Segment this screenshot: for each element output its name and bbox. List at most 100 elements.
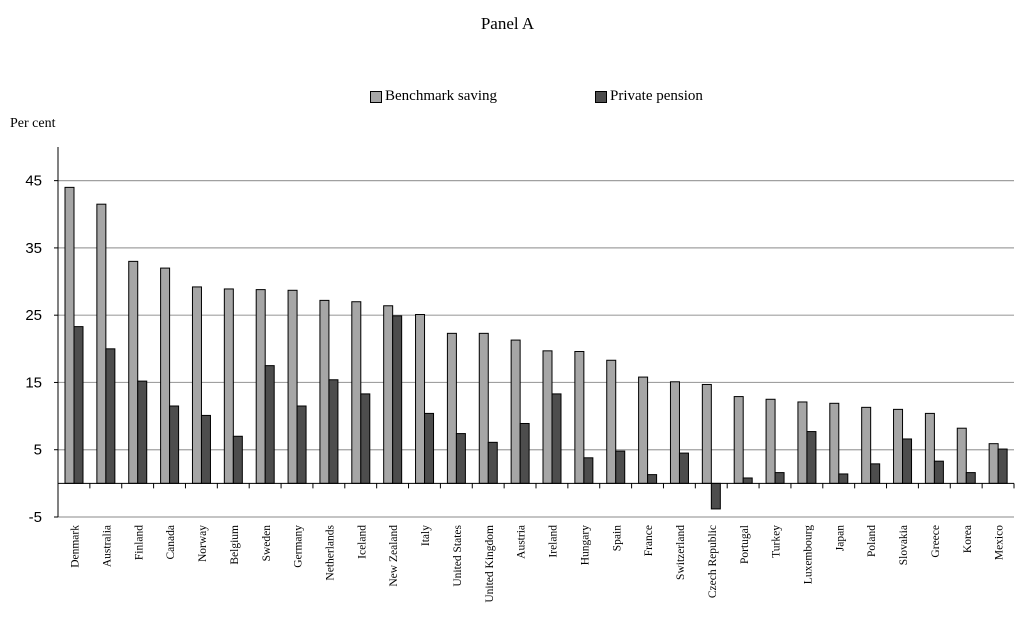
x-tick-label: Hungary [579,525,591,565]
bar-private-pension [328,379,339,484]
bar-benchmark-saving [733,396,744,484]
bar-benchmark-saving [478,332,489,484]
x-tick-label: United States [452,524,464,586]
bar-private-pension [902,438,913,484]
bar-private-pension [232,435,243,484]
x-tick-label: Japan [834,525,846,551]
bar-private-pension [615,450,626,484]
x-tick-label: Portugal [739,525,751,564]
legend: Benchmark saving Private pension [0,88,1015,108]
bar-private-pension [742,477,753,484]
bar-benchmark-saving [383,305,394,484]
x-tick-label: Italy [420,525,432,546]
x-tick-label: Luxembourg [803,525,815,584]
x-tick-label: Spain [611,525,623,551]
chart-title: Panel A [480,14,535,33]
bar-private-pension [710,482,721,510]
bar-benchmark-saving [96,203,107,484]
bar-private-pension [392,315,403,484]
x-tick-label: Mexico [994,525,1006,560]
legend-swatch-pension [595,90,607,103]
bar-benchmark-saving [128,260,139,484]
x-tick-label: Switzerland [675,525,687,580]
bar-benchmark-saving [701,383,712,484]
bar-benchmark-saving [319,299,330,484]
x-tick-label: United Kingdom [484,525,496,603]
bar-benchmark-saving [861,406,872,484]
y-tick-label: 5 [34,442,42,459]
x-tick-label: Australia [101,525,113,567]
bar-benchmark-saving [829,402,840,484]
bar-benchmark-saving [956,427,967,484]
legend-label-benchmark: Benchmark saving [385,88,498,104]
axes [54,147,1015,518]
legend-item-pension: Private pension [595,88,703,105]
bar-private-pension [551,393,562,484]
y-axis-label: Per cent [10,116,56,131]
bar-private-pension [965,472,976,484]
bar-benchmark-saving [638,376,649,484]
bar-private-pension [455,433,466,484]
bar-private-pension [360,393,371,484]
bar-benchmark-saving [893,408,904,484]
x-tick-label: Germany [293,525,305,568]
bar-private-pension [73,326,84,484]
x-tick-label: Slovakia [898,525,910,565]
bar-benchmark-saving [287,289,298,484]
bar-benchmark-saving [988,443,999,484]
gridlines [58,180,1014,518]
bar-private-pension [487,441,498,484]
x-tick-label: Sweden [261,525,273,562]
bar-private-pension [519,422,530,484]
y-tick-label: 15 [25,374,42,391]
bar-benchmark-saving [924,412,935,484]
legend-swatch-benchmark [370,90,382,103]
bar-benchmark-saving [160,267,171,484]
x-tick-label: France [643,525,655,556]
bar-benchmark-saving [64,186,75,484]
bar-benchmark-saving [255,289,266,484]
bar-private-pension [105,348,116,484]
bar-benchmark-saving [574,351,585,484]
bar-private-pension [264,365,275,484]
x-tick-label: New Zealand [388,525,400,587]
y-tick-label: 45 [25,173,42,190]
x-tick-labels: Denmark Australia Finland Canada Norway Belgi… [70,524,1006,602]
bar-private-pension [870,463,881,484]
y-tick-label: 25 [25,307,42,324]
x-tick-label: Belgium [229,525,241,565]
bar-private-pension [647,474,658,484]
legend-label-pension: Private pension [610,88,703,104]
x-tick-label: Turkey [771,525,783,558]
x-tick-label: Greece [930,525,942,558]
x-tick-label: Ireland [548,525,560,558]
x-tick-label: Norway [197,525,209,562]
x-tick-label: Korea [962,525,974,553]
bar-private-pension [424,412,435,484]
y-tick-labels: -5 5 15 25 35 45 [25,173,42,526]
bar-benchmark-saving [669,381,680,484]
bar-private-pension [838,473,849,484]
bar-private-pension [997,448,1008,484]
bar-private-pension [678,452,689,484]
y-tick-label: 35 [25,240,42,257]
bar-private-pension [137,380,148,484]
x-tick-label: Finland [133,525,145,560]
bar-private-pension [200,414,211,484]
bar-benchmark-saving [606,359,617,484]
x-tick-label: Austria [516,525,528,559]
x-tick-label: Canada [165,525,177,559]
bar-benchmark-saving [223,288,234,484]
bar-private-pension [583,457,594,484]
bar-private-pension [774,472,785,484]
bar-private-pension [296,405,307,484]
x-tick-label: Netherlands [325,524,337,580]
x-tick-label: Czech Republic [707,525,719,598]
bar-benchmark-saving [351,301,362,484]
bar-benchmark-saving [542,350,553,484]
y-tick-label: -5 [29,509,42,526]
legend-item-benchmark: Benchmark saving [370,88,497,105]
x-tick-label: Denmark [70,525,82,568]
x-tick-label: Poland [866,525,878,557]
